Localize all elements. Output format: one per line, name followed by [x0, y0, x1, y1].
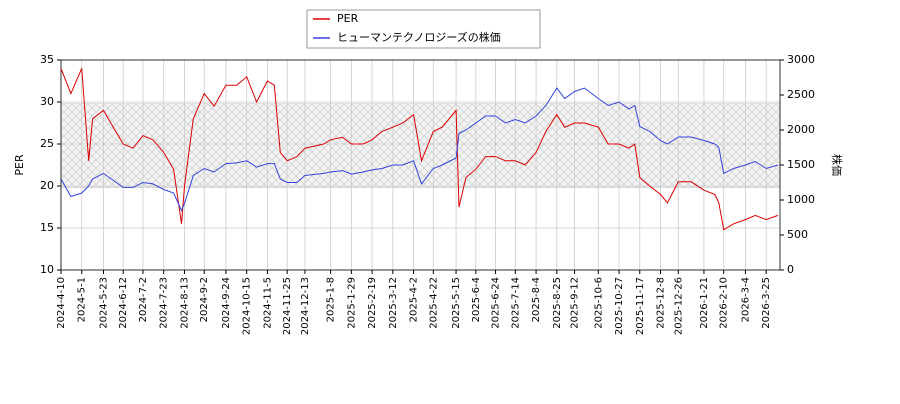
x-tick-label: 2025-10-27	[614, 277, 625, 335]
y2-tick-label: 2500	[787, 88, 815, 101]
y2-tick-label: 500	[787, 228, 808, 241]
x-tick-label: 2025-7-14	[510, 277, 521, 329]
x-tick-label: 2025-6-4	[471, 277, 482, 322]
series-line	[60, 68, 779, 231]
x-tick-label: 2024-12-13	[300, 277, 311, 335]
y-tick-label: 25	[40, 137, 54, 150]
plot-frame	[60, 59, 781, 271]
x-tick-label: 2025-9-12	[570, 277, 581, 329]
x-tick-label: 2026-2-10	[719, 277, 730, 329]
x-tick-label: 2025-10-6	[593, 277, 604, 329]
x-tick-label: 2025-1-8	[326, 277, 337, 322]
x-tick-label: 2024-7-2	[138, 277, 149, 322]
y2-axis-label: 株価	[830, 154, 844, 176]
x-tick-label: 2025-3-12	[388, 277, 399, 329]
x-tick-label: 2025-1-29	[346, 277, 357, 329]
x-tick-label: 2026-3-25	[761, 277, 772, 329]
legend-label: PER	[337, 12, 359, 25]
y2-tick-label: 2000	[787, 123, 815, 136]
y2-tick-label: 1000	[787, 193, 815, 206]
x-tick-label: 2025-12-8	[655, 277, 666, 329]
x-tick-label: 2025-12-26	[673, 277, 684, 335]
x-tick-label: 2024-5-23	[98, 277, 109, 329]
x-tick-label: 2024-6-12	[118, 277, 129, 329]
series-line	[60, 87, 779, 212]
y-tick-label: 30	[40, 95, 54, 108]
y2-tick-label: 1500	[787, 158, 815, 171]
x-tick-label: 2024-8-13	[179, 277, 190, 329]
y-axis-label: PER	[13, 154, 26, 176]
legend-label: ヒューマンテクノロジーズの株価	[337, 30, 501, 44]
y2-tick-label: 0	[787, 263, 794, 276]
x-tick-label: 2024-9-2	[199, 277, 210, 322]
x-tick-label: 2025-8-25	[552, 277, 563, 329]
x-tick-label: 2026-3-4	[740, 277, 751, 322]
x-tick-label: 2024-10-15	[242, 277, 253, 335]
x-tick-label: 2025-11-17	[635, 277, 646, 335]
x-tick-label: 2025-2-19	[367, 277, 378, 329]
y-tick-label: 35	[40, 53, 54, 66]
x-tick-label: 2025-4-22	[428, 277, 439, 329]
y-tick-label: 20	[40, 179, 54, 192]
x-tick-label: 2025-5-15	[451, 277, 462, 329]
x-tick-label: 2025-8-4	[531, 277, 542, 322]
y2-tick-label: 3000	[787, 53, 815, 66]
x-tick-label: 2025-4-2	[409, 277, 420, 322]
shaded-band-fill	[61, 103, 780, 188]
x-tick-label: 2024-9-24	[221, 277, 232, 329]
x-tick-label: 2024-5-1	[77, 277, 88, 322]
x-tick-label: 2026-1-21	[699, 277, 710, 329]
legend: PER ヒューマンテクノロジーズの株価	[306, 9, 541, 49]
x-tick-label: 2024-4-10	[56, 277, 67, 329]
y-tick-label: 10	[40, 263, 54, 276]
y-tick-label: 15	[40, 221, 54, 234]
x-tick-label: 2024-11-25	[282, 277, 293, 335]
legend-box	[306, 9, 541, 49]
x-tick-label: 2025-6-24	[491, 277, 502, 329]
x-tick-label: 2024-7-23	[159, 277, 170, 329]
x-tick-label: 2024-11-5	[262, 277, 273, 329]
